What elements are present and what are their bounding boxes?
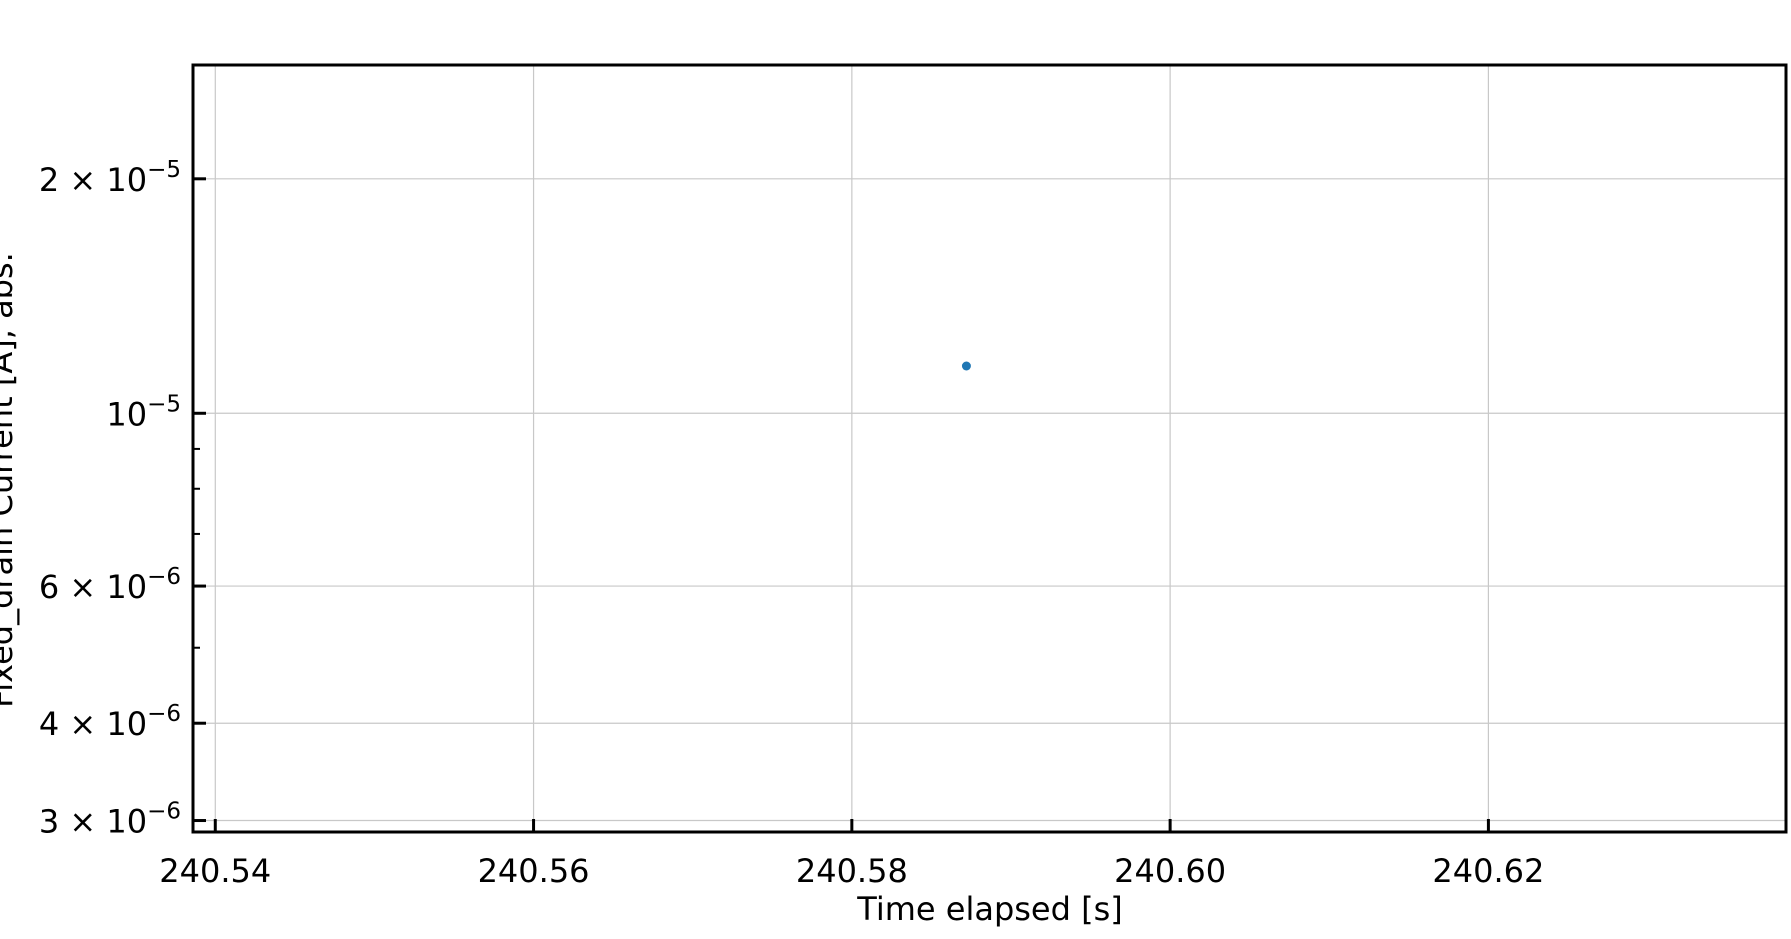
y-tick-label: 2 × 10−5 bbox=[39, 157, 181, 199]
y-tick-label: 4 × 10−6 bbox=[39, 701, 181, 743]
y-tick-label: 6 × 10−6 bbox=[39, 564, 181, 606]
x-tick-label: 240.60 bbox=[1114, 852, 1226, 890]
x-tick-label: 240.58 bbox=[796, 852, 908, 890]
x-tick-label: 240.62 bbox=[1432, 852, 1544, 890]
data-points bbox=[961, 361, 971, 371]
x-axis-label: Time elapsed [s] bbox=[856, 890, 1122, 928]
x-tick-label: 240.56 bbox=[478, 852, 590, 890]
plot-frame bbox=[191, 63, 1788, 834]
x-tick-label: 240.54 bbox=[159, 852, 271, 890]
y-axis-ticks: 2 × 10−5 10−5 6 × 10−6 4 × 10−6 3 × 10−6 bbox=[39, 157, 206, 841]
y-tick-label: 3 × 10−6 bbox=[39, 799, 181, 841]
x-axis-ticks: 240.54 240.56 240.58 240.60 240.62 bbox=[159, 819, 1544, 890]
y-tick-label: 10−5 bbox=[106, 391, 181, 433]
y-axis-label: Fixed_drain Current [A], abs. bbox=[0, 252, 20, 708]
grid-lines bbox=[193, 65, 1786, 832]
data-point bbox=[961, 361, 971, 371]
